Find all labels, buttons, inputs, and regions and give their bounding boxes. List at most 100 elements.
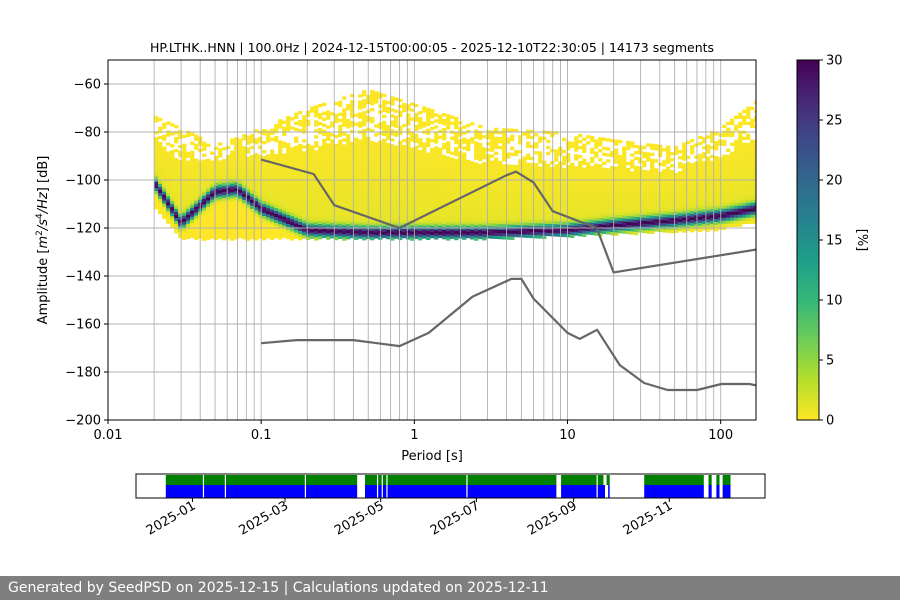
psd-density-cell [322, 225, 327, 229]
psd-density-cell [178, 225, 183, 230]
psd-plot-area: 0.01 0.1 1 10 100 −60−80−100−120−140−160−180… [65, 59, 757, 443]
psd-density-cell [174, 215, 179, 219]
psd-density-cell [658, 147, 663, 151]
psd-density-cell [270, 197, 275, 201]
psd-density-cell [578, 212, 583, 216]
psd-density-cell [546, 172, 551, 177]
psd-density-cell [346, 104, 351, 108]
psd-density-cell [542, 232, 547, 236]
psd-density-cell [330, 214, 335, 218]
psd-density-cell [370, 156, 375, 160]
psd-density-cell [514, 233, 519, 238]
psd-density-cell [290, 234, 295, 238]
available-segment [365, 485, 557, 498]
psd-density-cell [206, 182, 211, 186]
psd-density-cell [342, 168, 347, 172]
psd-density-cell [374, 142, 379, 146]
psd-density-cell [206, 227, 211, 231]
psd-density-cell [322, 138, 327, 142]
psd-density-cell [574, 217, 579, 221]
psd-density-cell [602, 209, 607, 213]
psd-density-cell [650, 161, 655, 165]
psd-density-cell [446, 222, 451, 226]
psd-density-cell [606, 198, 611, 202]
psd-density-cell [370, 108, 375, 112]
psd-density-cell [566, 177, 571, 181]
colorbar-tick-label: 25 [826, 114, 843, 129]
psd-density-cell [538, 202, 543, 206]
psd-density-cell [518, 159, 523, 163]
psd-density-cell [322, 195, 327, 199]
psd-density-cell [746, 151, 751, 155]
psd-density-cell [446, 225, 451, 229]
psd-density-cell [666, 160, 671, 164]
gap-marks [202, 475, 598, 498]
psd-density-cell [246, 189, 251, 193]
psd-density-cell [434, 218, 439, 222]
psd-density-cell [286, 194, 291, 198]
psd-density-cell [314, 213, 319, 217]
psd-density-cell [182, 179, 187, 183]
psd-density-cell [326, 185, 331, 189]
psd-density-cell [282, 171, 287, 175]
psd-density-cell [318, 221, 323, 225]
psd-density-cell [530, 222, 535, 227]
psd-density-cell [186, 169, 191, 173]
psd-density-cell [214, 224, 219, 228]
psd-density-cell [530, 198, 535, 203]
psd-density-cell [438, 180, 443, 184]
psd-density-cell [546, 208, 551, 213]
psd-density-cell [754, 139, 756, 144]
psd-density-cell [406, 143, 411, 147]
psd-density-cell [602, 230, 607, 234]
psd-density-cell [406, 233, 411, 237]
psd-density-cell [170, 123, 175, 127]
psd-density-cell [414, 154, 419, 159]
psd-density-cell [318, 152, 323, 156]
psd-density-cell [310, 145, 315, 149]
psd-density-cell [158, 126, 163, 131]
psd-density-cell [362, 195, 367, 199]
psd-density-cell [442, 113, 447, 117]
psd-density-cell [730, 163, 735, 167]
psd-density-cell [394, 97, 399, 101]
processed-segment [722, 475, 731, 485]
psd-density-cell [226, 235, 231, 240]
psd-density-cell [678, 228, 683, 232]
psd-density-cell [730, 214, 735, 218]
psd-density-cell [306, 209, 311, 213]
psd-density-cell [286, 146, 291, 150]
psd-density-cell [394, 214, 399, 218]
psd-density-cell [490, 214, 495, 218]
psd-density-cell [306, 149, 311, 153]
psd-density-cell [178, 144, 183, 149]
psd-density-cell [314, 219, 319, 223]
psd-density-cell [482, 192, 487, 196]
psd-density-cell [182, 230, 187, 234]
psd-density-cell [710, 139, 715, 144]
psd-density-cell [426, 155, 431, 159]
psd-density-cell [414, 103, 419, 108]
psd-density-cell [194, 176, 199, 180]
psd-density-cell [594, 205, 599, 209]
psd-density-cell [306, 185, 311, 189]
psd-density-cell [174, 209, 179, 213]
psd-density-cell [190, 180, 195, 184]
psd-density-cell [358, 94, 363, 98]
psd-density-cell [510, 185, 515, 189]
psd-density-cell [414, 202, 419, 207]
psd-density-cell [646, 218, 651, 222]
psd-density-cell [590, 180, 595, 185]
psd-density-cell [254, 186, 259, 190]
psd-density-cell [362, 222, 367, 226]
psd-density-cell [202, 165, 207, 169]
psd-density-cell [338, 208, 343, 212]
psd-density-cell [594, 175, 599, 179]
psd-density-cell [474, 147, 479, 151]
psd-density-cell [678, 207, 683, 211]
psd-density-cell [598, 167, 603, 171]
psd-density-cell [410, 171, 415, 175]
psd-density-cell [502, 176, 507, 180]
psd-density-cell [402, 154, 407, 158]
psd-density-cell [410, 153, 415, 157]
